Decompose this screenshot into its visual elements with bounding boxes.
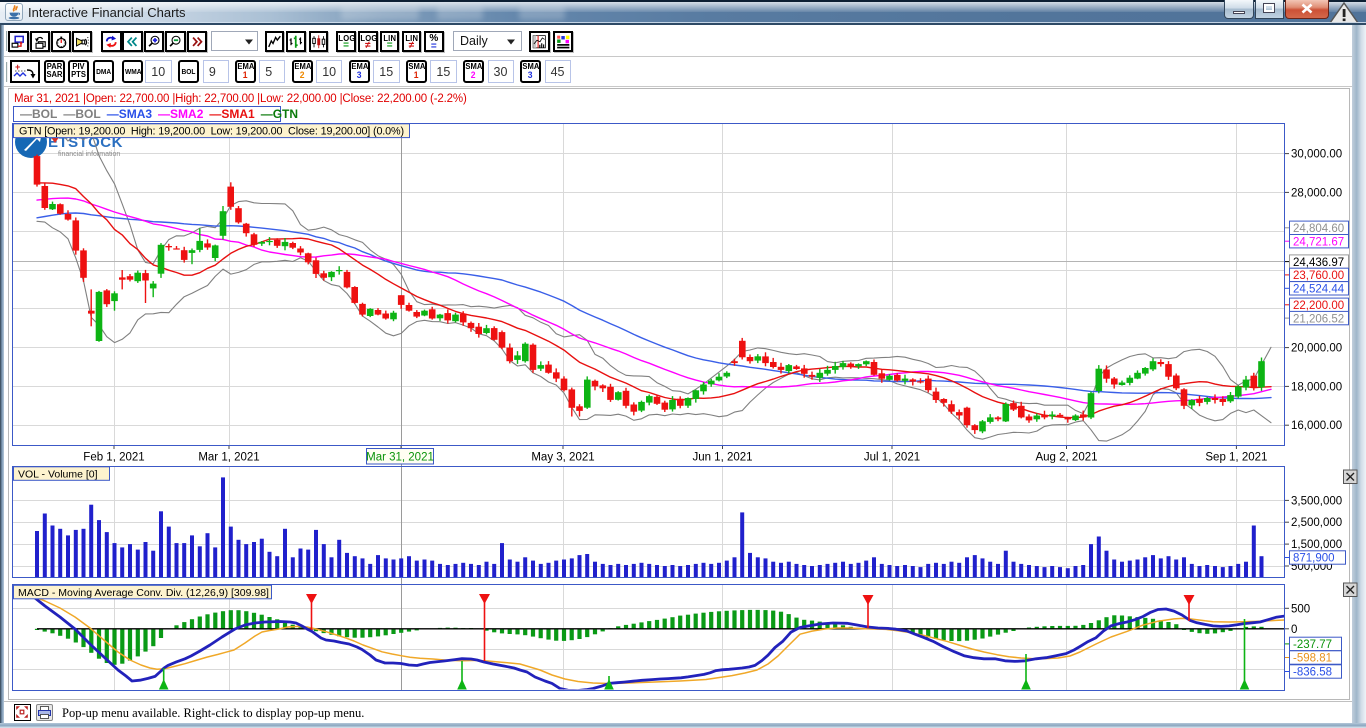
svg-text:-237.77: -237.77 bbox=[1293, 639, 1332, 651]
svg-text:28,000.00: 28,000.00 bbox=[1291, 187, 1342, 199]
svg-text:Feb 1, 2021: Feb 1, 2021 bbox=[83, 452, 144, 464]
svg-text:3,500,000: 3,500,000 bbox=[1291, 495, 1342, 507]
svg-text:Mar 1, 2021: Mar 1, 2021 bbox=[198, 452, 259, 464]
svg-text:2,500,000: 2,500,000 bbox=[1291, 517, 1342, 529]
svg-text:May 3, 2021: May 3, 2021 bbox=[531, 452, 594, 464]
svg-text:financial information: financial information bbox=[58, 151, 120, 158]
svg-text:1,500,000: 1,500,000 bbox=[1291, 539, 1342, 551]
svg-text:24,524.44: 24,524.44 bbox=[1293, 284, 1345, 296]
svg-text:500: 500 bbox=[1291, 603, 1310, 615]
svg-text:MACD - Moving Average Conv. Di: MACD - Moving Average Conv. Div. (12,26,… bbox=[18, 587, 269, 599]
svg-text:30,000.00: 30,000.00 bbox=[1291, 149, 1342, 161]
svg-text:-836.58: -836.58 bbox=[1293, 667, 1332, 679]
svg-text:23,760.00: 23,760.00 bbox=[1293, 270, 1344, 282]
svg-text:Mar 31, 2021: Mar 31, 2021 bbox=[366, 452, 434, 464]
svg-text:24,804.60: 24,804.60 bbox=[1293, 223, 1344, 235]
svg-text:21,206.52: 21,206.52 bbox=[1293, 313, 1344, 325]
svg-text:16,000.00: 16,000.00 bbox=[1291, 420, 1342, 432]
svg-text:Sep 1, 2021: Sep 1, 2021 bbox=[1205, 452, 1267, 464]
svg-text:0: 0 bbox=[1291, 624, 1297, 636]
svg-text:24,436.97: 24,436.97 bbox=[1293, 257, 1344, 269]
svg-text:GTN [Open: 19,200.00 High: 19: GTN [Open: 19,200.00 High: 19,200.00 Low… bbox=[19, 126, 404, 138]
svg-text:22,200.00: 22,200.00 bbox=[1293, 300, 1344, 312]
svg-text:18,000.00: 18,000.00 bbox=[1291, 381, 1342, 393]
svg-text:Aug 2, 2021: Aug 2, 2021 bbox=[1035, 452, 1097, 464]
svg-text:20,000.00: 20,000.00 bbox=[1291, 343, 1342, 355]
svg-text:+: + bbox=[15, 62, 20, 72]
svg-text:871,900: 871,900 bbox=[1293, 553, 1335, 565]
svg-text:VOL - Volume [0]: VOL - Volume [0] bbox=[18, 468, 98, 480]
svg-text:Jul 1, 2021: Jul 1, 2021 bbox=[864, 452, 920, 464]
svg-text:ETSTOCK: ETSTOCK bbox=[48, 134, 123, 151]
svg-text:-598.81: -598.81 bbox=[1293, 653, 1332, 665]
svg-text:Jun 1, 2021: Jun 1, 2021 bbox=[692, 452, 752, 464]
svg-text:24,721.67: 24,721.67 bbox=[1293, 236, 1344, 248]
